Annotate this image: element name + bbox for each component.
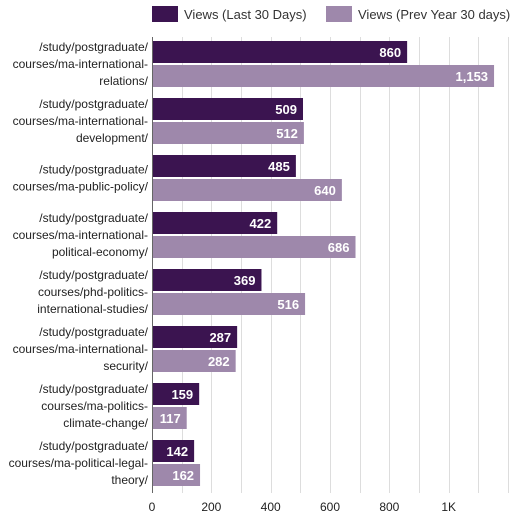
data-label-series-2-category-7: 117 [160,411,181,426]
x-tick-label: 600 [320,500,340,514]
data-label-series-1-category-8: 142 [166,444,188,459]
bar-series-2-category-6 [153,350,236,372]
category-label-2-line-1: /study/postgraduate/ [39,97,148,111]
bar-series-2-category-2 [153,122,304,144]
category-label-5-line-1: /study/postgraduate/ [39,268,148,282]
category-label-6-line-1: /study/postgraduate/ [39,325,148,339]
data-label-series-1-category-2: 509 [275,102,297,117]
category-label-8-line-3: theory/ [111,473,148,487]
data-label-series-2-category-5: 516 [277,297,299,312]
bar-series-2-category-7 [153,407,187,429]
category-label-1-line-1: /study/postgraduate/ [39,40,148,54]
category-label-1-line-3: relations/ [99,74,148,88]
category-label-2-line-3: development/ [76,131,149,145]
category-label-7-line-2: courses/ma-politics- [41,399,148,413]
data-label-series-1-category-3: 485 [268,159,290,174]
legend-label-prev-year-30-days: Views (Prev Year 30 days) [358,7,510,22]
bar-series-1-category-2 [153,98,304,120]
data-label-series-1-category-6: 287 [209,330,231,345]
category-label-4-line-2: courses/ma-international- [13,228,148,242]
data-label-series-2-category-3: 640 [314,183,336,198]
bar-series-1-category-7 [153,383,200,405]
x-axis: 0 200 400 600 800 1K [149,500,456,514]
bar-series-1-category-8 [153,440,195,462]
data-label-series-1-category-4: 422 [249,216,271,231]
category-label-5-line-3: international-studies/ [37,302,148,316]
bar-series-1-category-6 [153,326,238,348]
category-label-4-line-3: political-economy/ [52,245,149,259]
bar-series-1-category-4 [153,212,278,234]
bar-series-1-category-5 [153,269,262,291]
category-label-7-line-3: climate-change/ [63,416,148,430]
x-tick-label: 1K [441,500,456,514]
bar-series-1-category-3 [153,155,296,177]
bar-series-2-category-8 [153,464,201,486]
category-label-8-line-2: courses/ma-political-legal- [9,456,148,470]
legend-label-last-30-days: Views (Last 30 Days) [184,7,307,22]
data-label-series-2-category-6: 282 [208,354,230,369]
data-label-series-1-category-5: 369 [234,273,256,288]
bar-series-2-category-4 [153,236,356,258]
category-label-6-line-3: security/ [103,359,148,373]
category-label-1-line-2: courses/ma-international- [13,57,148,71]
data-label-series-2-category-4: 686 [328,240,350,255]
category-label-3-line-2: courses/ma-public-policy/ [13,180,149,194]
category-label-6-line-2: courses/ma-international- [13,342,148,356]
bars: 860 1,153 509 512 485 640 422 686 369 516 287 282 15… [153,41,495,486]
bar-series-2-category-1 [153,65,495,87]
legend: Views (Last 30 Days) Views (Prev Year 30… [152,6,510,22]
category-label-5-line-2: courses/phd-politics- [38,285,148,299]
bar-series-2-category-3 [153,179,342,201]
x-tick-label: 800 [379,500,399,514]
legend-swatch-last-30-days [152,6,178,22]
data-label-series-2-category-2: 512 [276,126,298,141]
category-label-7-line-1: /study/postgraduate/ [39,382,148,396]
legend-swatch-prev-year-30-days [326,6,352,22]
category-label-8-line-1: /study/postgraduate/ [39,439,148,453]
category-label-4-line-1: /study/postgraduate/ [39,211,148,225]
data-label-series-1-category-7: 159 [171,387,193,402]
x-tick-label: 200 [201,500,221,514]
category-label-3-line-1: /study/postgraduate/ [39,163,148,177]
data-label-series-1-category-1: 860 [379,45,401,60]
category-label-2-line-2: courses/ma-international- [13,114,148,128]
data-label-series-2-category-1: 1,153 [456,69,489,84]
bar-series-2-category-5 [153,293,306,315]
x-tick-label: 0 [149,500,156,514]
bar-series-1-category-1 [153,41,408,63]
x-tick-label: 400 [261,500,281,514]
category-labels: /study/postgraduate/courses/ma-internati… [9,40,149,487]
data-label-series-2-category-8: 162 [172,468,194,483]
